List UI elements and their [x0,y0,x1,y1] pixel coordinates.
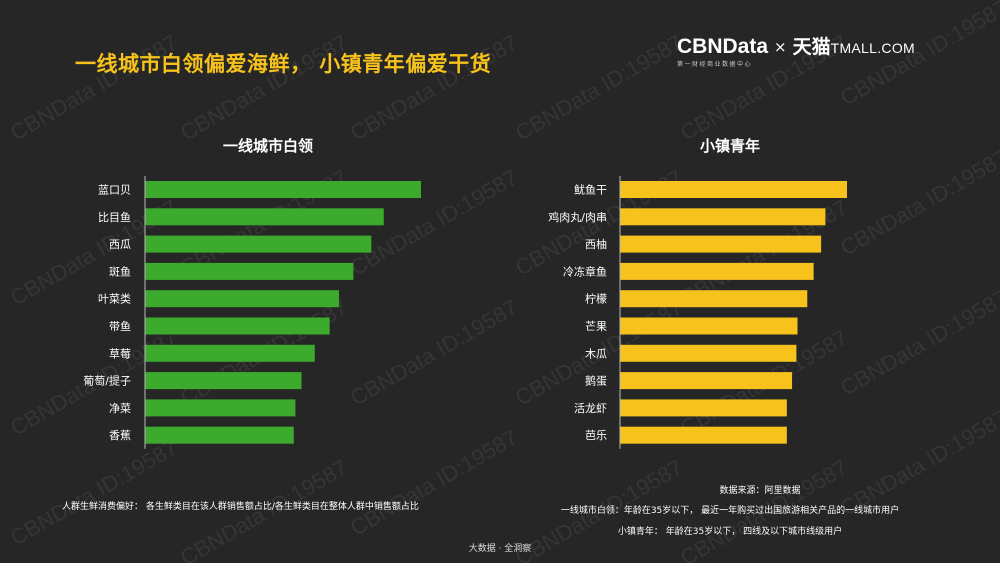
bar-urban-1 [145,208,384,226]
category-label-town-0: 鱿鱼干 [574,183,607,197]
bar-town-6 [620,344,797,362]
category-label-urban-7: 葡萄/提子 [83,375,131,388]
category-label-town-8: 活龙虾 [574,402,607,415]
bar-urban-0 [145,181,421,198]
footnote-source: 数据来源：阿里数据 [719,486,801,496]
category-label-urban-1: 比目鱼 [98,210,131,224]
bar-urban-9 [145,426,294,444]
category-label-town-9: 芭乐 [585,428,607,442]
cbndata-logo-name: CBNData [677,35,769,58]
bar-town-0 [620,181,847,198]
page-headline: 一线城市白领偏爱海鲜， 小镇青年偏爱干货 [75,52,492,76]
bar-town-4 [620,290,808,308]
tmall-logo-cn: 天猫 [792,36,831,58]
category-label-urban-2: 西瓜 [109,238,131,251]
category-label-town-1: 鸡肉丸/肉串 [548,210,607,224]
category-label-town-4: 柠檬 [585,292,607,306]
brand-separator: × [774,38,787,56]
category-label-urban-3: 斑鱼 [109,264,131,278]
bar-urban-3 [145,262,354,280]
category-label-urban-0: 蓝口贝 [98,184,131,197]
category-label-town-2: 西柚 [585,237,607,251]
brand-logos: CBNData 第一财经商业数据中心 × 天猫TMALL.COM [677,35,915,69]
category-label-urban-5: 带鱼 [109,319,131,333]
category-label-town-5: 芒果 [585,320,607,333]
category-label-town-3: 冷冻章鱼 [563,264,607,278]
bar-urban-2 [145,235,372,253]
bar-town-3 [620,262,814,280]
bar-urban-5 [145,317,330,335]
cbndata-logo: CBNData 第一财经商业数据中心 [677,35,769,69]
tmall-logo-latin: TMALL.COM [830,40,915,56]
footnote-town-definition: 小镇青年： 年龄在35岁以下， 四线及以下城市线级用户 [617,527,843,537]
bar-town-9 [620,426,787,444]
bar-town-2 [620,235,822,253]
bar-town-7 [620,372,793,390]
bar-urban-8 [145,399,296,417]
footnote-urban-definition: 一线城市白领：年龄在35岁以下， 最近一年购买过出国旅游相关产品的一线城市用户 [560,506,900,516]
chart-title-town: 小镇青年 [700,137,760,155]
category-label-town-7: 鹅蛋 [585,374,607,388]
bar-urban-7 [145,372,302,390]
footer-tagline: 大数据 · 全洞察 [468,544,532,554]
bar-urban-4 [145,290,340,308]
bar-town-5 [620,317,798,335]
bar-town-1 [620,208,826,226]
bar-urban-6 [145,344,315,362]
category-label-urban-4: 叶菜类 [98,292,131,306]
chart-title-urban: 一线城市白领 [223,137,313,155]
cbndata-logo-subtitle: 第一财经商业数据中心 [677,61,753,68]
footnote-definition: 人群生鲜消费偏好： 各生鲜类目在该人群销售额占比/各生鲜类目在整体人群中销售额占… [62,502,419,512]
category-label-urban-9: 香蕉 [109,429,131,442]
tmall-logo: 天猫TMALL.COM [793,36,915,59]
category-label-urban-8: 净菜 [109,401,131,415]
bar-town-8 [620,399,787,417]
category-label-town-6: 木瓜 [585,347,607,360]
category-label-urban-6: 草莓 [109,347,131,360]
